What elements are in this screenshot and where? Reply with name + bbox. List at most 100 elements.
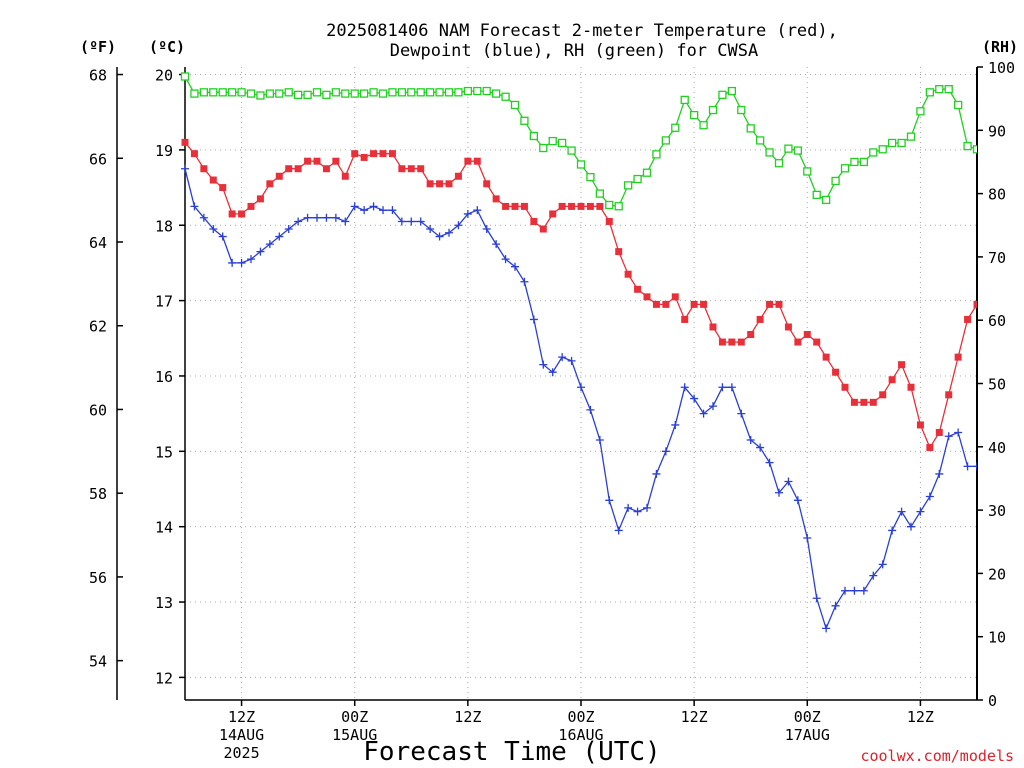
data-point [888,526,897,535]
x-tick-label: 12Z [907,708,934,726]
data-point [907,522,915,531]
data-point [218,232,227,241]
rh-tick-label: 20 [988,565,1006,583]
data-point [558,353,567,362]
celsius-tick-label: 14 [155,519,173,537]
data-point [360,153,368,161]
data-point [586,405,595,414]
data-point [973,462,977,471]
data-point [332,157,340,165]
data-point [841,383,849,391]
x-tick-date: 16AUG [558,726,603,744]
data-point [841,586,849,595]
data-point [331,213,340,222]
data-point [492,195,500,203]
chart-title: 2025081406 NAM Forecast 2-meter Temperat… [326,21,838,41]
data-point [577,202,585,210]
data-point [539,143,548,153]
fahrenheit-tick-label: 60 [89,401,107,419]
data-point [652,150,661,159]
data-point [634,285,642,293]
x-tick-label: 12Z [454,708,481,726]
data-point [840,164,850,173]
data-point [284,225,293,234]
data-point [727,86,737,96]
data-point [643,293,651,301]
data-point [765,458,774,467]
data-point [304,157,312,165]
data-point [945,391,953,399]
data-point [784,144,793,153]
data-point [709,323,717,331]
data-point [831,176,840,186]
data-point [859,157,869,167]
data-point [398,165,406,173]
data-point [238,210,246,218]
data-point [369,202,378,211]
data-point [784,323,792,331]
data-point [718,338,726,346]
data-point [614,202,623,211]
data-point [803,167,812,176]
celsius-tick-label: 16 [155,368,173,386]
data-point [812,190,821,200]
data-point [548,368,557,377]
data-point [558,202,566,210]
data-point [341,89,350,98]
data-point [473,86,482,96]
data-point [869,398,877,406]
data-point [548,136,557,146]
data-point [322,90,331,100]
data-point [416,88,425,97]
data-point [199,88,209,97]
data-point [322,213,331,222]
data-point [502,202,510,210]
data-point [511,202,519,210]
data-point [294,217,303,226]
data-point [435,232,444,241]
data-point [237,88,246,97]
rh-tick-label: 70 [988,249,1006,267]
data-point [680,95,689,105]
data-point [605,200,614,210]
data-point [568,202,576,210]
data-point [209,225,218,234]
celsius-tick-label: 19 [155,142,173,160]
data-point [878,560,887,569]
x-tick-date: 14AUG [219,726,264,744]
data-point [266,180,274,188]
chart-subtitle: Dewpoint (blue), RH (green) for CWSA [390,41,758,61]
data-point [227,88,237,97]
data-point [869,571,878,580]
data-point [388,150,396,158]
fahrenheit-tick-label: 66 [89,150,107,168]
data-point [586,172,595,182]
data-point [425,88,435,97]
data-point [416,217,425,226]
data-point [190,202,199,211]
data-point [491,89,501,98]
data-point [426,225,435,234]
data-point [557,138,567,148]
rh-tick-label: 60 [988,312,1006,330]
data-point [746,124,755,133]
rh-tick-label: 80 [988,186,1006,204]
data-point [219,184,227,192]
data-point [520,116,529,125]
data-point [624,503,633,512]
data-point [463,86,473,96]
data-point [539,225,547,233]
data-point [897,138,906,148]
data-point [642,168,652,177]
data-point [256,91,265,100]
data-point [615,248,623,256]
data-point [520,277,529,286]
x-tick-label: 12Z [228,708,255,726]
fahrenheit-tick-label: 64 [89,234,107,252]
data-point [803,533,812,542]
data-point [331,88,341,97]
data-point [822,353,830,361]
data-point [887,138,897,148]
data-point [898,361,906,369]
data-point [454,221,463,230]
